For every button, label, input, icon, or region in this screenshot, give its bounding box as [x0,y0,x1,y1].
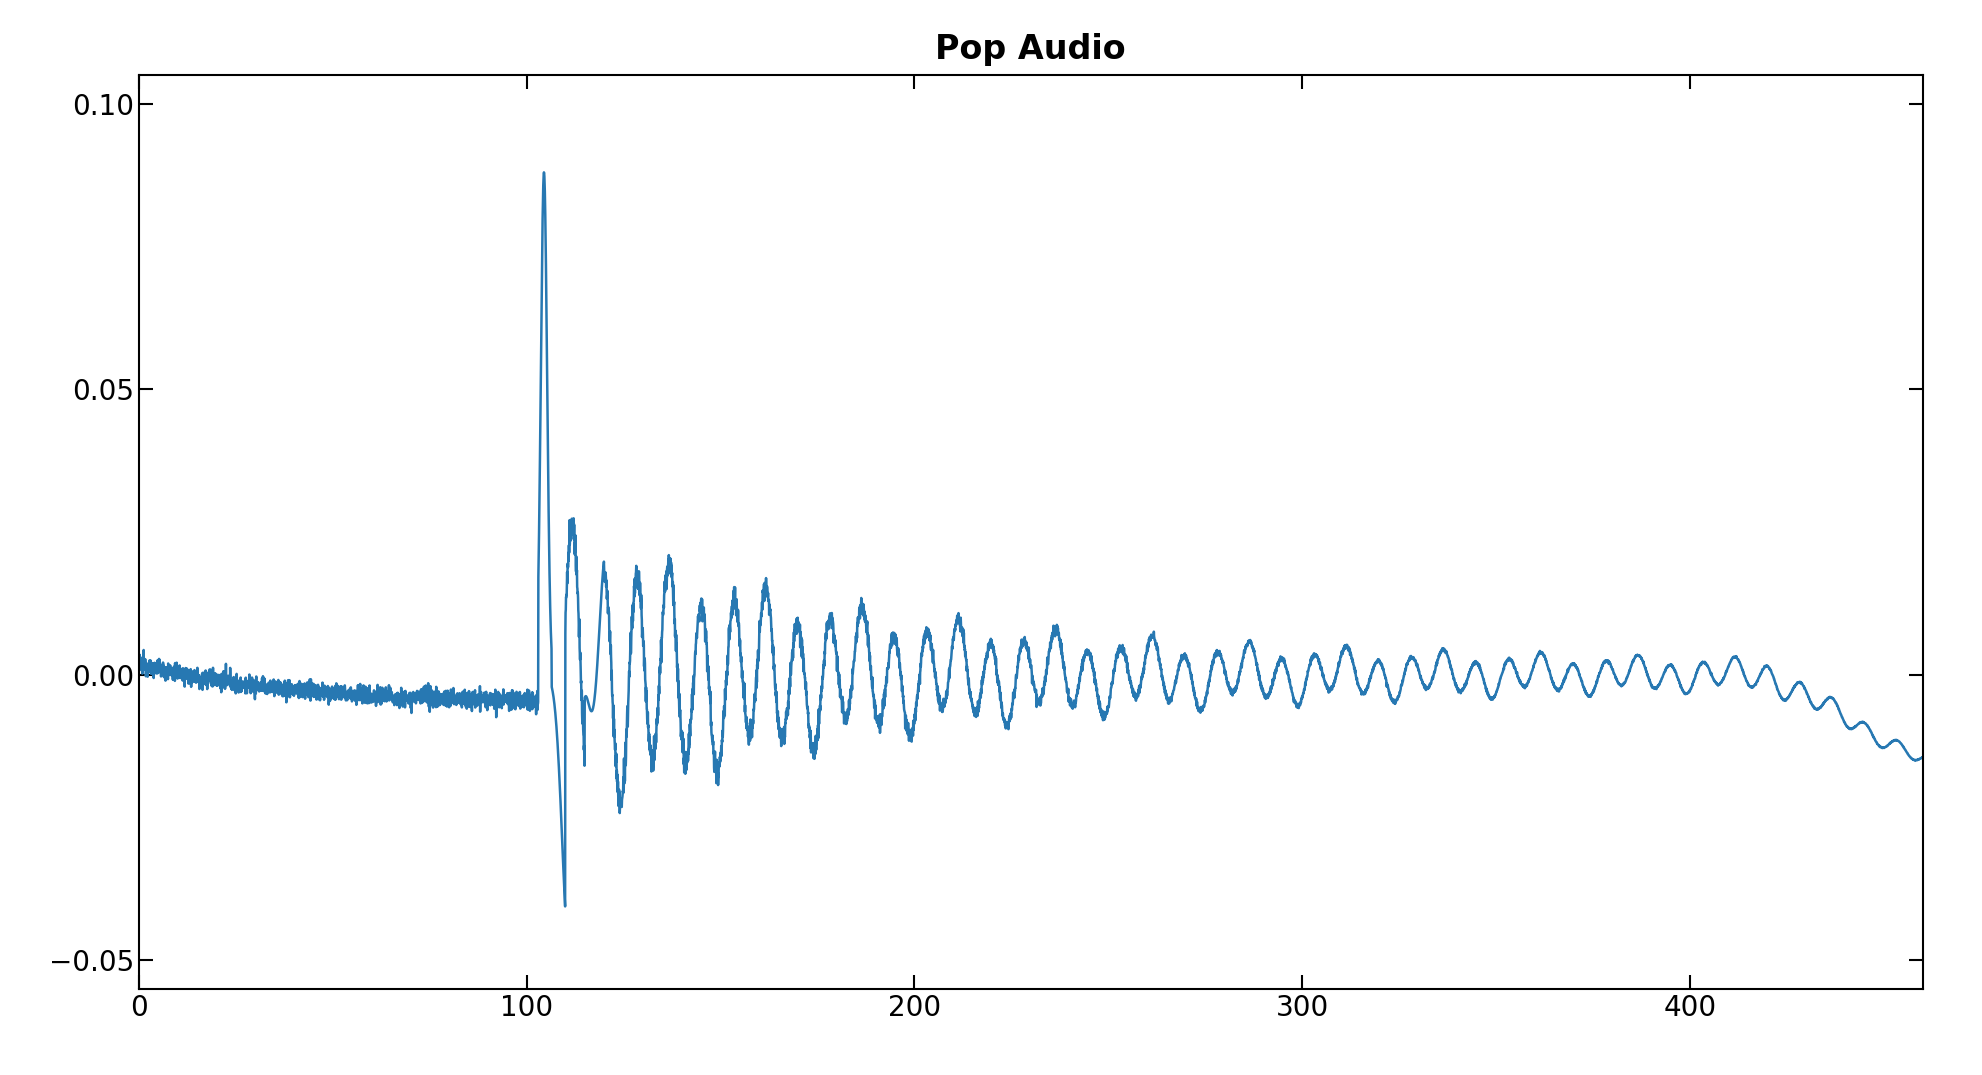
Title: Pop Audio: Pop Audio [936,32,1126,66]
